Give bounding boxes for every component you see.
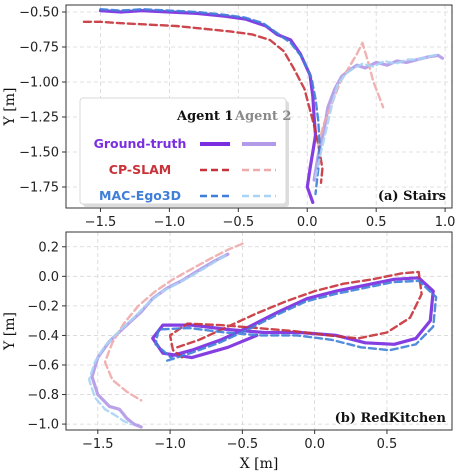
chart2-ytick-label-1: 0.0 <box>38 270 59 285</box>
chart1-ytick-label-3: −1.25 <box>19 111 59 126</box>
legend-header-agent1: Agent 1 <box>176 109 233 124</box>
chart1-xtick-label-0: −1.5 <box>85 215 117 230</box>
chart2-xtick-label-2: −0.5 <box>227 437 259 452</box>
chart2-xtick-label-1: −1.0 <box>154 437 186 452</box>
legend-label-cp-slam: CP-SLAM <box>109 162 171 177</box>
chart1-ytick-label-4: −1.50 <box>19 146 59 161</box>
chart1-xtick-label-2: −0.5 <box>223 215 255 230</box>
chart2-xtick-label-3: 0.0 <box>304 437 325 452</box>
chart1-xtick-label-4: 0.5 <box>366 215 387 230</box>
legend-label-ground-truth: Ground-truth <box>94 136 187 151</box>
chart2-ytick-label-4: −0.6 <box>27 358 59 373</box>
chart2-series-cp-slam-agent-1 <box>168 270 423 361</box>
chart2-xtick-label-0: −1.5 <box>82 437 114 452</box>
legend-box <box>79 97 287 205</box>
chart2-xtick-label-4: 0.5 <box>377 437 398 452</box>
chart1-series-cp-slam-agent-1 <box>82 20 324 184</box>
chart2-frame <box>65 231 453 431</box>
chart1-xtick-label-1: −1.0 <box>154 215 186 230</box>
chart2-title: (b) RedKitchen <box>335 411 447 426</box>
chart1-xtick-label-3: 0.0 <box>297 215 318 230</box>
legend-label-mac-ego3d: MAC-Ego3D <box>99 188 181 203</box>
chart2-series-mac-ego3d-agent-2 <box>87 254 227 426</box>
chart1-ytick-label-5: −1.75 <box>19 181 59 196</box>
chart1-ytick-label-2: −1.00 <box>19 76 59 91</box>
chart2-ylabel: Y [m] <box>2 312 18 351</box>
chart1-series-cp-slam-agent-2 <box>317 41 385 147</box>
chart2-ytick-label-6: −1.0 <box>27 418 59 433</box>
legend-header-agent2: Agent 2 <box>234 109 291 124</box>
chart1-title: (a) Stairs <box>378 189 446 204</box>
chart2-series-cp-slam-agent-2 <box>103 242 244 402</box>
chart2-ytick-label-5: −0.8 <box>27 388 59 403</box>
chart1-xtick-label-5: 1.0 <box>435 215 456 230</box>
panel-redkitchen: −1.5 −1.0 −0.5 0.0 0.5 0.2 0.0 −0.2 −0.4 −0.6 −0.8… <box>2 231 453 472</box>
chart1-ytick-label-1: −0.75 <box>19 41 59 56</box>
legend: Agent 1 Agent 2 Ground-truth CP-SLAM MAC-Ego… <box>79 97 291 207</box>
chart2-ytick-label-3: −0.4 <box>27 329 59 344</box>
chart2-series-ground-truth-agent-1 <box>151 276 435 360</box>
chart1-frame <box>65 4 453 209</box>
chart2-ytick-label-2: −0.2 <box>27 299 59 314</box>
chart2-ytick-label-0: 0.2 <box>38 240 59 255</box>
chart1-series-mac-ego3d-agent-1 <box>99 7 321 196</box>
chart2-xlabel: X [m] <box>240 456 279 472</box>
chart1-series-ground-truth-agent-1 <box>98 9 318 204</box>
chart1-ytick-label-0: −0.50 <box>19 6 59 21</box>
chart1-series-group <box>82 7 444 204</box>
chart1-ylabel: Y [m] <box>2 88 18 127</box>
chart2-series-mac-ego3d-agent-1 <box>154 279 438 362</box>
chart1-series-mac-ego3d-agent-2 <box>314 52 441 179</box>
chart2-series-group <box>87 242 438 429</box>
